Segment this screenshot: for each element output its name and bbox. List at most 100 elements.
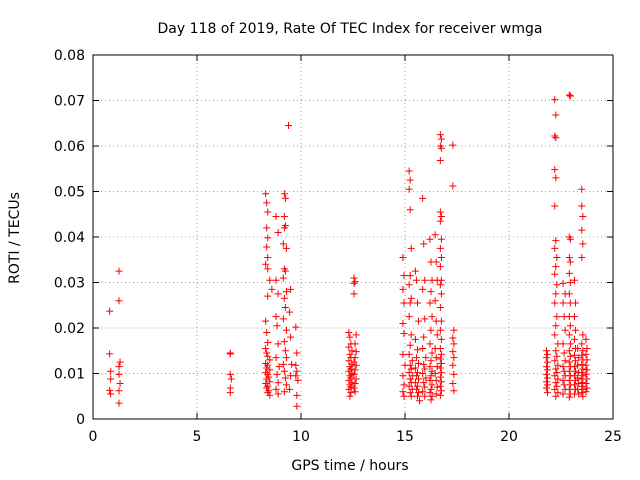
data-point	[579, 392, 587, 400]
data-point	[350, 370, 358, 378]
data-point	[412, 354, 420, 362]
y-tick-label: 0.04	[54, 230, 85, 246]
data-point	[282, 288, 290, 296]
data-point	[264, 292, 272, 300]
data-point	[415, 317, 423, 325]
data-point	[281, 374, 289, 382]
data-point	[406, 299, 414, 307]
data-point	[579, 331, 587, 339]
data-point	[413, 346, 421, 354]
data-point	[272, 213, 280, 221]
data-point	[287, 333, 295, 341]
chart-title: Day 118 of 2019, Rate Of TEC Index for r…	[158, 21, 543, 37]
data-point	[579, 379, 587, 387]
data-point	[281, 347, 289, 355]
data-point	[553, 352, 561, 360]
data-point	[552, 365, 560, 373]
data-point	[280, 294, 288, 302]
grid-lines	[93, 55, 613, 419]
data-point	[350, 384, 358, 392]
data-point	[346, 333, 354, 341]
data-point	[565, 393, 573, 401]
data-point	[553, 253, 561, 261]
data-point	[263, 199, 271, 207]
data-point	[574, 385, 582, 393]
data-point	[437, 276, 445, 284]
data-point	[565, 358, 573, 366]
data-point	[559, 363, 567, 371]
data-point	[566, 322, 574, 330]
data-point	[574, 361, 582, 369]
data-point	[437, 213, 445, 221]
data-point	[266, 356, 274, 364]
data-point	[543, 350, 551, 358]
data-point	[543, 389, 551, 397]
data-point	[437, 359, 445, 367]
data-point	[543, 366, 551, 374]
data-point	[226, 389, 234, 397]
data-point	[436, 217, 444, 225]
data-point	[542, 378, 550, 386]
data-point	[406, 361, 414, 369]
data-point	[582, 335, 590, 343]
data-point	[285, 122, 293, 130]
data-point	[436, 157, 444, 165]
data-point	[346, 392, 354, 400]
data-point	[292, 372, 300, 380]
y-axis-label: ROTI / TECUs	[7, 192, 23, 284]
data-point	[428, 349, 436, 357]
data-point	[578, 226, 586, 234]
data-point	[426, 235, 434, 243]
data-point	[352, 375, 360, 383]
data-point	[582, 350, 590, 358]
data-point	[566, 235, 574, 243]
data-point	[437, 317, 445, 325]
data-point	[293, 349, 301, 357]
data-point	[426, 340, 434, 348]
data-point	[583, 366, 591, 374]
data-point	[559, 390, 567, 398]
data-point	[427, 396, 435, 404]
data-point	[266, 378, 274, 386]
data-point	[571, 381, 579, 389]
data-point	[551, 244, 559, 252]
data-point	[264, 234, 272, 242]
data-point	[432, 258, 440, 266]
data-point	[107, 390, 115, 398]
data-point	[554, 361, 562, 369]
data-point	[565, 367, 573, 375]
data-point	[582, 361, 590, 369]
data-point	[583, 384, 591, 392]
data-point	[575, 390, 583, 398]
data-point	[106, 350, 114, 358]
data-point	[405, 382, 413, 390]
data-point	[292, 361, 300, 369]
data-point	[115, 267, 123, 275]
data-point	[413, 369, 421, 377]
data-point	[107, 375, 115, 383]
data-point	[412, 276, 420, 284]
data-point	[406, 341, 414, 349]
data-point	[407, 294, 415, 302]
data-point	[265, 387, 273, 395]
data-point	[226, 350, 234, 358]
data-point	[406, 206, 414, 214]
data-point	[436, 373, 444, 381]
data-point	[263, 349, 271, 357]
data-point	[293, 367, 301, 375]
data-point	[292, 323, 300, 331]
y-tick-label: 0.06	[54, 139, 85, 155]
data-point	[282, 354, 290, 362]
data-point	[107, 367, 115, 375]
data-point	[449, 182, 457, 190]
data-point	[427, 357, 435, 365]
data-point	[420, 379, 428, 387]
data-point	[560, 349, 568, 357]
data-point	[433, 363, 441, 371]
data-point	[400, 272, 408, 280]
data-point	[574, 374, 582, 382]
data-point	[437, 290, 445, 298]
data-point	[345, 329, 353, 337]
data-point	[399, 350, 407, 358]
data-point	[411, 364, 419, 372]
